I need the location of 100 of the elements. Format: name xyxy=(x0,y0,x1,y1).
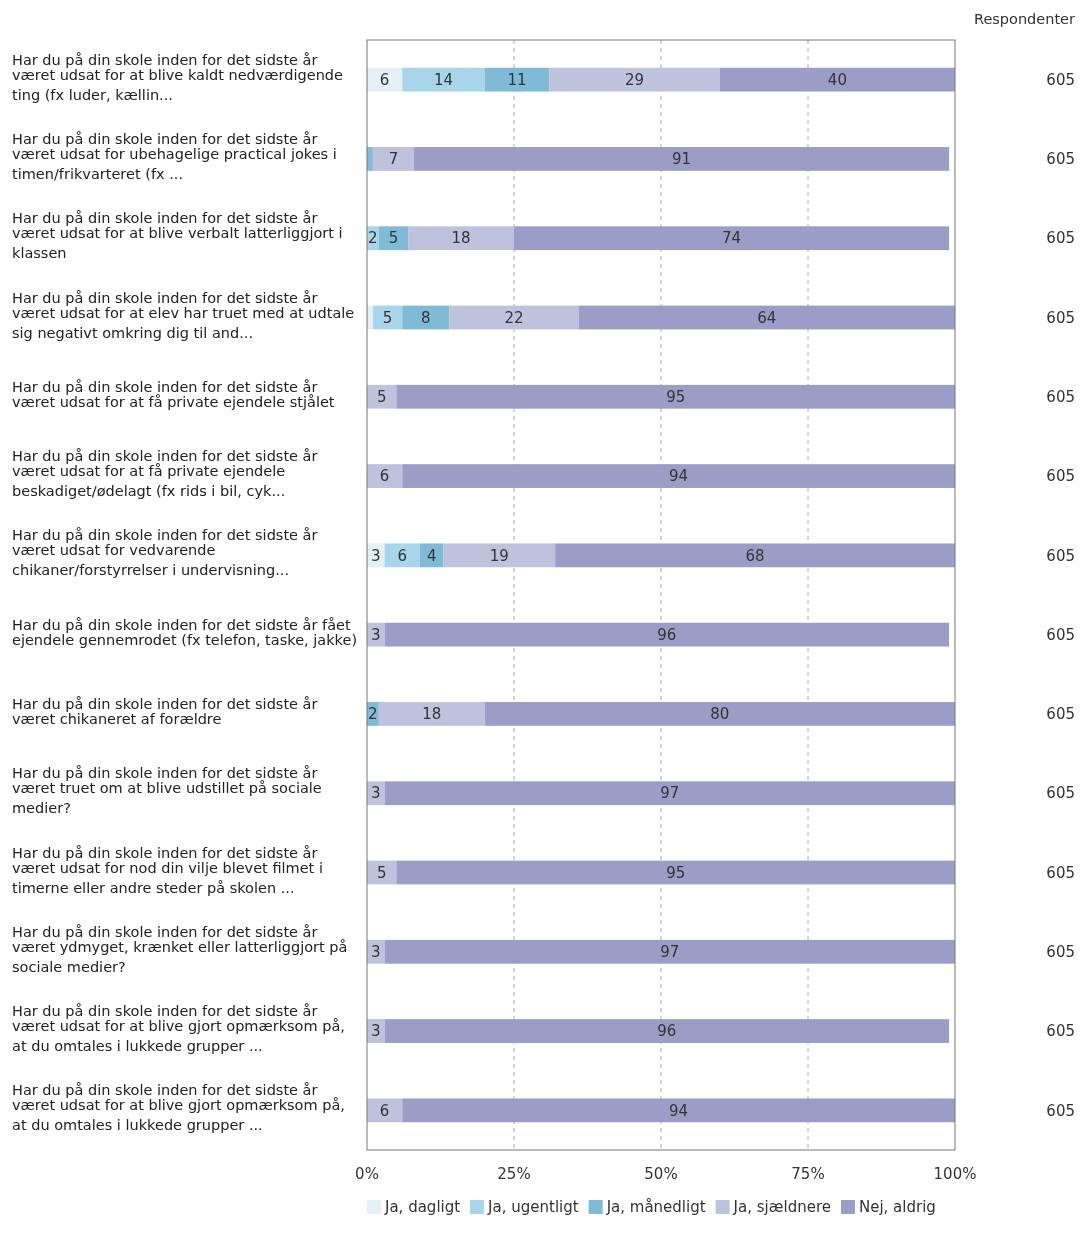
text: 605 xyxy=(1046,308,1075,327)
legend-label: Ja, månedligt xyxy=(605,1198,706,1217)
text: 605 xyxy=(1046,388,1075,407)
data-label: 94 xyxy=(669,467,689,486)
data-label: 7 xyxy=(388,150,399,169)
data-label: 95 xyxy=(666,388,686,407)
x-tick-label: 0% xyxy=(355,1165,379,1183)
bar xyxy=(396,860,955,885)
bar xyxy=(384,939,955,964)
data-label: 3 xyxy=(371,784,381,803)
bar xyxy=(408,226,514,251)
text: 605 xyxy=(1046,229,1075,248)
data-label: 3 xyxy=(371,943,381,962)
data-label: 94 xyxy=(669,1101,689,1120)
x-tick-label: 100% xyxy=(933,1165,977,1183)
data-label: 29 xyxy=(624,70,645,89)
bar xyxy=(372,147,415,171)
data-label: 6 xyxy=(397,546,408,565)
data-label: 5 xyxy=(376,388,387,407)
data-label: 96 xyxy=(657,1022,677,1041)
legend-label: Ja, sjældnere xyxy=(732,1198,831,1217)
data-label: 6 xyxy=(379,70,390,89)
text: Respondenter xyxy=(973,11,1076,27)
text: 605 xyxy=(1046,1022,1075,1041)
text: 605 xyxy=(1046,784,1075,803)
bar xyxy=(396,384,955,409)
data-label: 64 xyxy=(757,308,777,327)
bar xyxy=(484,67,550,92)
data-label: 5 xyxy=(382,308,393,327)
x-tick-label: 25% xyxy=(497,1165,531,1183)
y-tick-label: Har du på din skole inden for det sidste år fået ejendele gennemrodet (fx telefon, taske, jakke) xyxy=(12,616,358,648)
x-tick-label: 50% xyxy=(644,1165,678,1183)
y-tick-label: Har du på din skole inden for det sidste år været udsat for at blive gjort opmærksom på, at du omtales i lukkede grupper ... xyxy=(12,1003,345,1055)
bar xyxy=(449,305,579,330)
y-tick-label: Har du på din skole inden for det sidste år været udsat for vedvarende chikaner/forstyrrelser i undervisning... xyxy=(12,527,318,579)
legend-label: Ja, ugentligt xyxy=(487,1198,579,1217)
bar xyxy=(384,622,950,647)
data-label: 2 xyxy=(368,705,378,724)
x-tick-label: 75% xyxy=(791,1165,825,1183)
y-tick-label: Har du på din skole inden for det sidste år været udsat for nod din vilje blevet filmet i timerne eller andre steder på skolen ... xyxy=(12,844,323,896)
text: 605 xyxy=(1046,705,1075,724)
data-label: 6 xyxy=(379,467,390,486)
text: 605 xyxy=(1046,150,1075,169)
y-tick-label: Har du på din skole inden for det sidste år været udsat for at elev har truet med at udtale sig negativt omkring dig til and... xyxy=(12,289,355,341)
data-label: 96 xyxy=(657,625,677,644)
y-tick-label: Har du på din skole inden for det sidste år været udsat for ubehagelige practical jokes i timen/frikvarteret (fx ... xyxy=(12,131,337,182)
data-label: 2 xyxy=(368,229,378,248)
data-label: 14 xyxy=(433,70,453,89)
data-label: 6 xyxy=(379,1101,390,1120)
bar xyxy=(484,702,955,726)
data-label: 18 xyxy=(451,229,471,248)
legend-label: Ja, dagligt xyxy=(384,1198,461,1217)
bar xyxy=(719,67,955,92)
y-tick-label: Har du på din skole inden for det sidste år været udsat for at få private ejendele stjålet xyxy=(12,378,335,410)
bar xyxy=(384,543,420,568)
legend-label: Nej, aldrig xyxy=(858,1198,936,1217)
data-label: 3 xyxy=(371,625,381,644)
bar xyxy=(514,226,950,251)
text: 605 xyxy=(1046,625,1075,644)
bar xyxy=(384,781,955,806)
data-label: 80 xyxy=(710,705,730,724)
data-label: 8 xyxy=(421,308,431,327)
bar xyxy=(549,67,720,92)
bar xyxy=(443,543,556,568)
text: 605 xyxy=(1046,546,1075,565)
y-tick-label: Har du på din skole inden for det sidste år været udsat for at blive gjort opmærksom på, at du omtales i lukkede grupper ... xyxy=(12,1082,345,1134)
text: 605 xyxy=(1046,863,1075,882)
data-label: 3 xyxy=(371,1022,381,1041)
data-label: 68 xyxy=(745,546,765,565)
data-label: 91 xyxy=(672,150,692,169)
bar xyxy=(402,1098,955,1123)
bar xyxy=(578,305,955,330)
bar xyxy=(378,702,485,726)
text: 605 xyxy=(1046,943,1075,962)
data-label: 40 xyxy=(827,70,847,89)
data-label: 97 xyxy=(660,784,680,803)
data-label: 3 xyxy=(371,546,381,565)
data-label: 74 xyxy=(722,229,742,248)
text: 605 xyxy=(1046,467,1075,486)
text: 605 xyxy=(1046,1101,1075,1120)
y-tick-label: Har du på din skole inden for det sidste år været ydmyget, krænket eller latterliggjort på sociale medier? xyxy=(12,923,348,975)
data-label: 19 xyxy=(489,546,509,565)
data-label: 22 xyxy=(504,308,524,327)
y-tick-label: Har du på din skole inden for det sidste år været truet om at blive udstillet på sociale medier? xyxy=(12,765,322,817)
bar xyxy=(555,543,955,568)
data-label: 5 xyxy=(376,863,387,882)
y-tick-label: Har du på din skole inden for det sidste år været udsat for at blive kaldt nedværdigende ting (fx luder, kællin... xyxy=(12,51,344,103)
data-label: 11 xyxy=(507,70,527,89)
y-tick-label: Har du på din skole inden for det sidste år været udsat for at få private ejendele beskadiget/ødelagt (fx rids i bil, cyk... xyxy=(12,448,318,500)
bar xyxy=(378,226,409,251)
text: 605 xyxy=(1046,70,1075,89)
data-label: 95 xyxy=(666,863,686,882)
bar xyxy=(402,305,450,330)
y-tick-label: Har du på din skole inden for det sidste år været chikaneret af forældre xyxy=(12,696,318,727)
bar xyxy=(384,1019,950,1043)
data-label: 4 xyxy=(426,546,437,565)
data-label: 97 xyxy=(660,943,680,962)
data-label: 5 xyxy=(388,229,399,248)
data-label: 18 xyxy=(422,705,442,724)
bar xyxy=(414,147,950,171)
